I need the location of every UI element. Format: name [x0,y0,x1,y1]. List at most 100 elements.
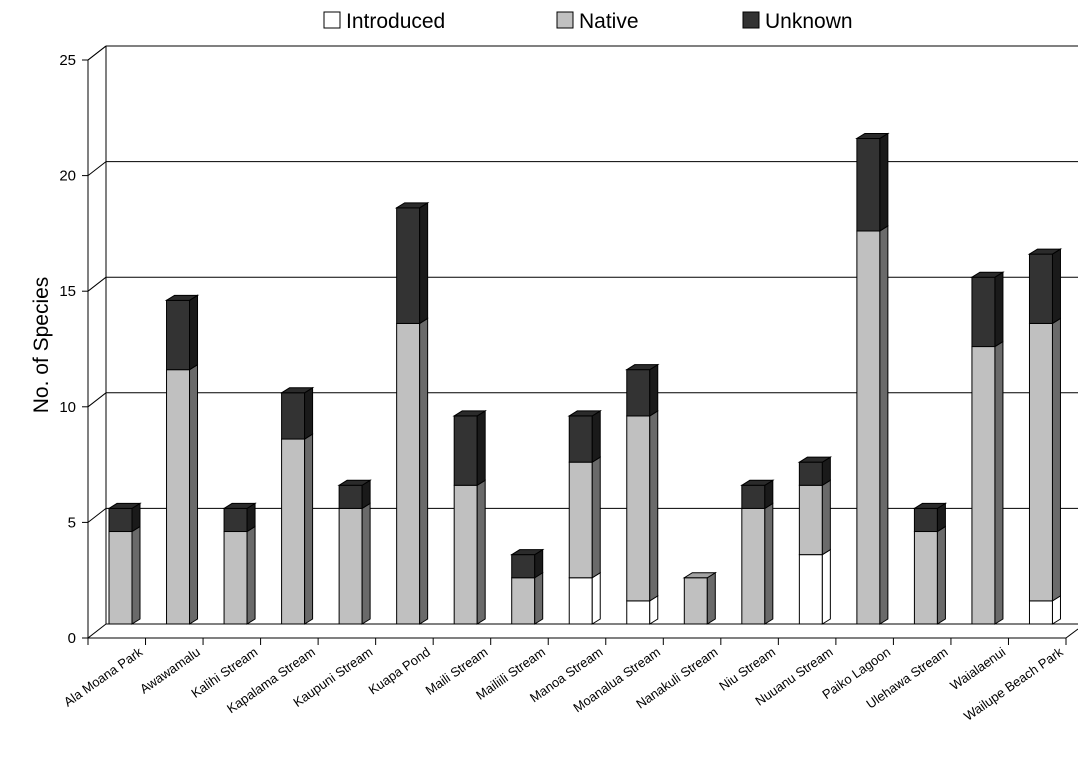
bar-unknown-13 [856,137,881,232]
y-tick-label: 20 [59,168,76,185]
bar-native-9-side [649,410,659,602]
bar-unknown-1 [166,299,191,371]
bar-unknown-0 [108,507,133,533]
bar-native-10-top [682,572,718,579]
bar-unknown-15-side [994,271,1004,348]
gridline-depth [87,45,107,61]
y-tick-label: 0 [68,630,76,647]
bar-introduced-12 [798,554,823,625]
bar-unknown-11-top [740,479,775,486]
bar-native-5 [396,322,421,625]
bar-native-12 [798,484,823,556]
bar-native-15 [971,346,996,625]
bar-native-3 [281,438,306,625]
bar-unknown-0-top [107,502,142,509]
bar-unknown-11 [741,484,766,509]
bar-native-1-side [189,363,199,625]
bar-native-4 [338,507,363,625]
bar-unknown-12 [798,461,823,486]
bar-unknown-3-side [304,386,314,440]
bar-native-14-side [936,525,946,625]
bar-unknown-16-side [1051,248,1061,325]
bar-unknown-7 [511,554,536,579]
bar-unknown-4-top [337,479,372,486]
bar-native-3-side [304,433,314,625]
bar-native-7-side [534,571,544,625]
legend: Introduced Native Unknown [323,10,853,33]
y-axis-title: No. of Species [30,277,53,414]
legend-label-introduced: Introduced [346,10,445,33]
bar-native-10-side [706,571,716,625]
bar-unknown-2-top [222,502,257,509]
bar-unknown-9-top [625,364,660,371]
bar-unknown-12-top [797,456,833,463]
bar-unknown-13-side [879,132,889,232]
bar-native-5-side [419,317,429,625]
bar-unknown-8 [568,415,593,463]
x-axis-end-depth [1065,628,1078,639]
bar-unknown-1-top [164,294,200,301]
bar-unknown-9-side [649,363,659,417]
y-tick-label: 10 [59,399,76,416]
bar-introduced-9 [626,600,651,625]
bar-unknown-6 [453,415,478,486]
bar-unknown-5-side [419,201,429,325]
y-tick-label: 15 [59,283,76,300]
bar-native-4-side [361,502,371,625]
x-tick-label: Ala Moana Park [61,644,146,710]
bar-native-11 [741,507,766,625]
bar-native-16-side [1051,317,1061,602]
bar-unknown-3 [281,392,306,440]
legend-swatch-native [556,11,574,29]
gridline-depth [87,508,107,523]
bar-unknown-14-top [912,502,948,509]
bar-native-12-side [821,479,831,556]
bar-introduced-16 [1028,600,1053,625]
bar-unknown-16-top [1027,248,1063,255]
y-tick-label: 5 [68,514,76,531]
legend-swatch-introduced [323,11,341,29]
bar-native-2-side [246,525,256,625]
bar-native-15-side [994,340,1004,625]
bars [107,132,1063,625]
bar-native-13 [856,230,881,625]
bar-native-14 [913,531,938,625]
chart-walls [87,45,107,624]
y-tick-labels: 0 5 10 15 20 25 [59,52,88,647]
bar-unknown-16 [1028,253,1053,324]
bar-unknown-1-side [189,294,199,371]
gridline-depth [87,392,107,408]
bar-unknown-5 [396,207,421,324]
bar-unknown-8-side [591,410,601,464]
bar-native-0 [108,531,133,625]
bar-unknown-14 [913,507,938,533]
bar-native-8 [568,461,593,579]
bar-introduced-12-side [821,548,831,625]
bar-native-8-side [591,456,601,579]
bar-unknown-8-top [567,410,602,417]
bar-unknown-13-top [855,132,890,139]
bar-unknown-15 [971,276,996,348]
bar-native-7 [511,577,536,625]
bar-unknown-7-top [509,549,545,556]
bar-native-10 [683,577,708,625]
bar-unknown-6-side [476,410,486,487]
bar-native-0-side [131,525,141,625]
bar-native-6 [453,484,478,625]
bar-native-11-side [764,502,774,625]
bar-native-13-side [879,225,889,625]
bar-unknown-15-top [970,271,1005,278]
bar-introduced-8 [568,577,593,625]
bar-native-2 [223,531,248,625]
bar-native-16 [1028,322,1053,602]
gridline-depth [87,276,107,292]
bar-unknown-3-top [279,387,315,394]
gridline-depth [87,161,107,176]
bar-unknown-2 [223,507,248,533]
legend-label-native: Native [579,10,639,33]
bar-unknown-5-top [394,202,430,209]
bar-native-6-side [476,479,486,625]
